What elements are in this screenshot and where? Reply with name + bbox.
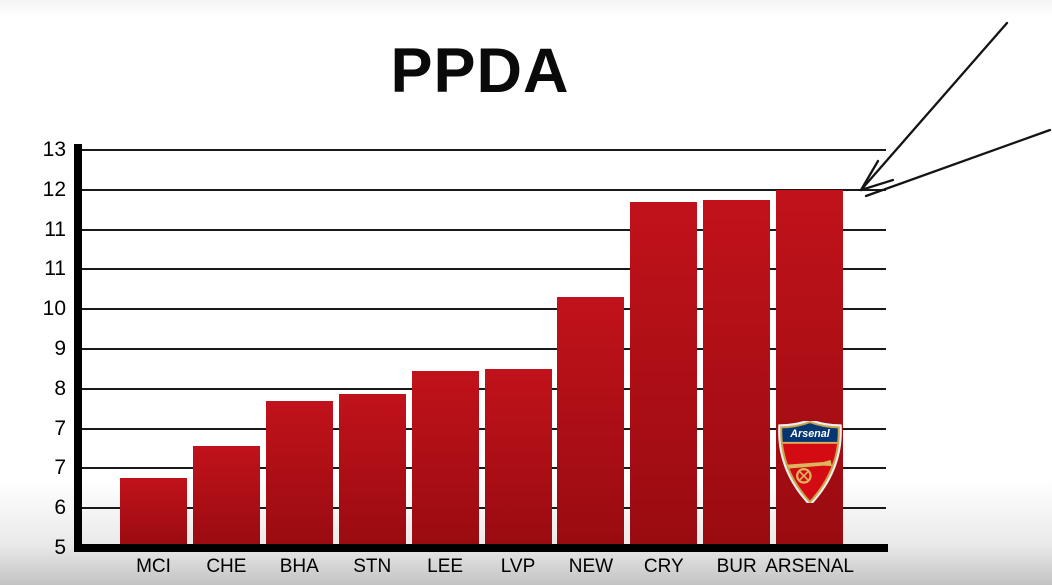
x-tick-label: BHA [279,556,319,577]
gridline [82,308,886,311]
x-tick-label: NEW [568,556,614,577]
crest-gold-rim [780,421,840,503]
gridline [82,188,886,191]
y-tick-label: 8 [54,376,66,400]
bar-che [192,446,260,548]
x-tick-label: BUR [716,556,757,577]
y-tick-label: 10 [42,297,66,321]
arsenal-crest-icon: Arsenal [778,421,842,503]
bar-lvp [484,368,552,548]
bar-bha [265,401,333,548]
gridline [82,427,886,430]
bar-mci [120,478,187,548]
gridline [82,228,886,231]
crest-wordmark: Arsenal [789,428,830,440]
bar-cry [630,202,698,548]
y-tick-label: 7 [54,416,66,440]
y-tick-label: 5 [54,536,66,559]
x-tick-label: LVP [500,556,536,577]
gridline [82,467,886,470]
y-tick-label: 7 [54,456,66,480]
crest-cannon-icon [787,459,833,484]
x-tick-label: CRY [643,556,684,577]
x-tick-label: LEE [427,556,464,577]
x-tick-label: MCI [136,556,171,577]
x-tick-label: STN [353,556,392,577]
y-tick-label: 9 [54,337,66,360]
y-tick-label: 11 [44,257,66,281]
bar-stn [338,393,406,548]
x-tick-label: ARSENAL [765,556,854,577]
bar-new [557,296,625,548]
bar-bur [703,199,771,548]
y-tick-label: 6 [54,496,66,520]
y-tick-label: 11 [44,217,66,241]
y-axis-line [74,144,82,552]
gridline [82,507,886,510]
crest-blue-banner [781,422,839,443]
x-tick-label: CHE [206,556,247,577]
bar-lee [411,371,479,548]
chart-title: PPDA [390,36,570,106]
y-tick-label: 12 [42,177,66,201]
gridline [82,149,886,151]
gridline [82,348,886,350]
x-axis-line [74,544,888,552]
gridline [82,387,886,390]
y-tick-label: 13 [42,138,66,161]
crest-gold-divider [781,441,839,444]
gridline [82,268,886,271]
